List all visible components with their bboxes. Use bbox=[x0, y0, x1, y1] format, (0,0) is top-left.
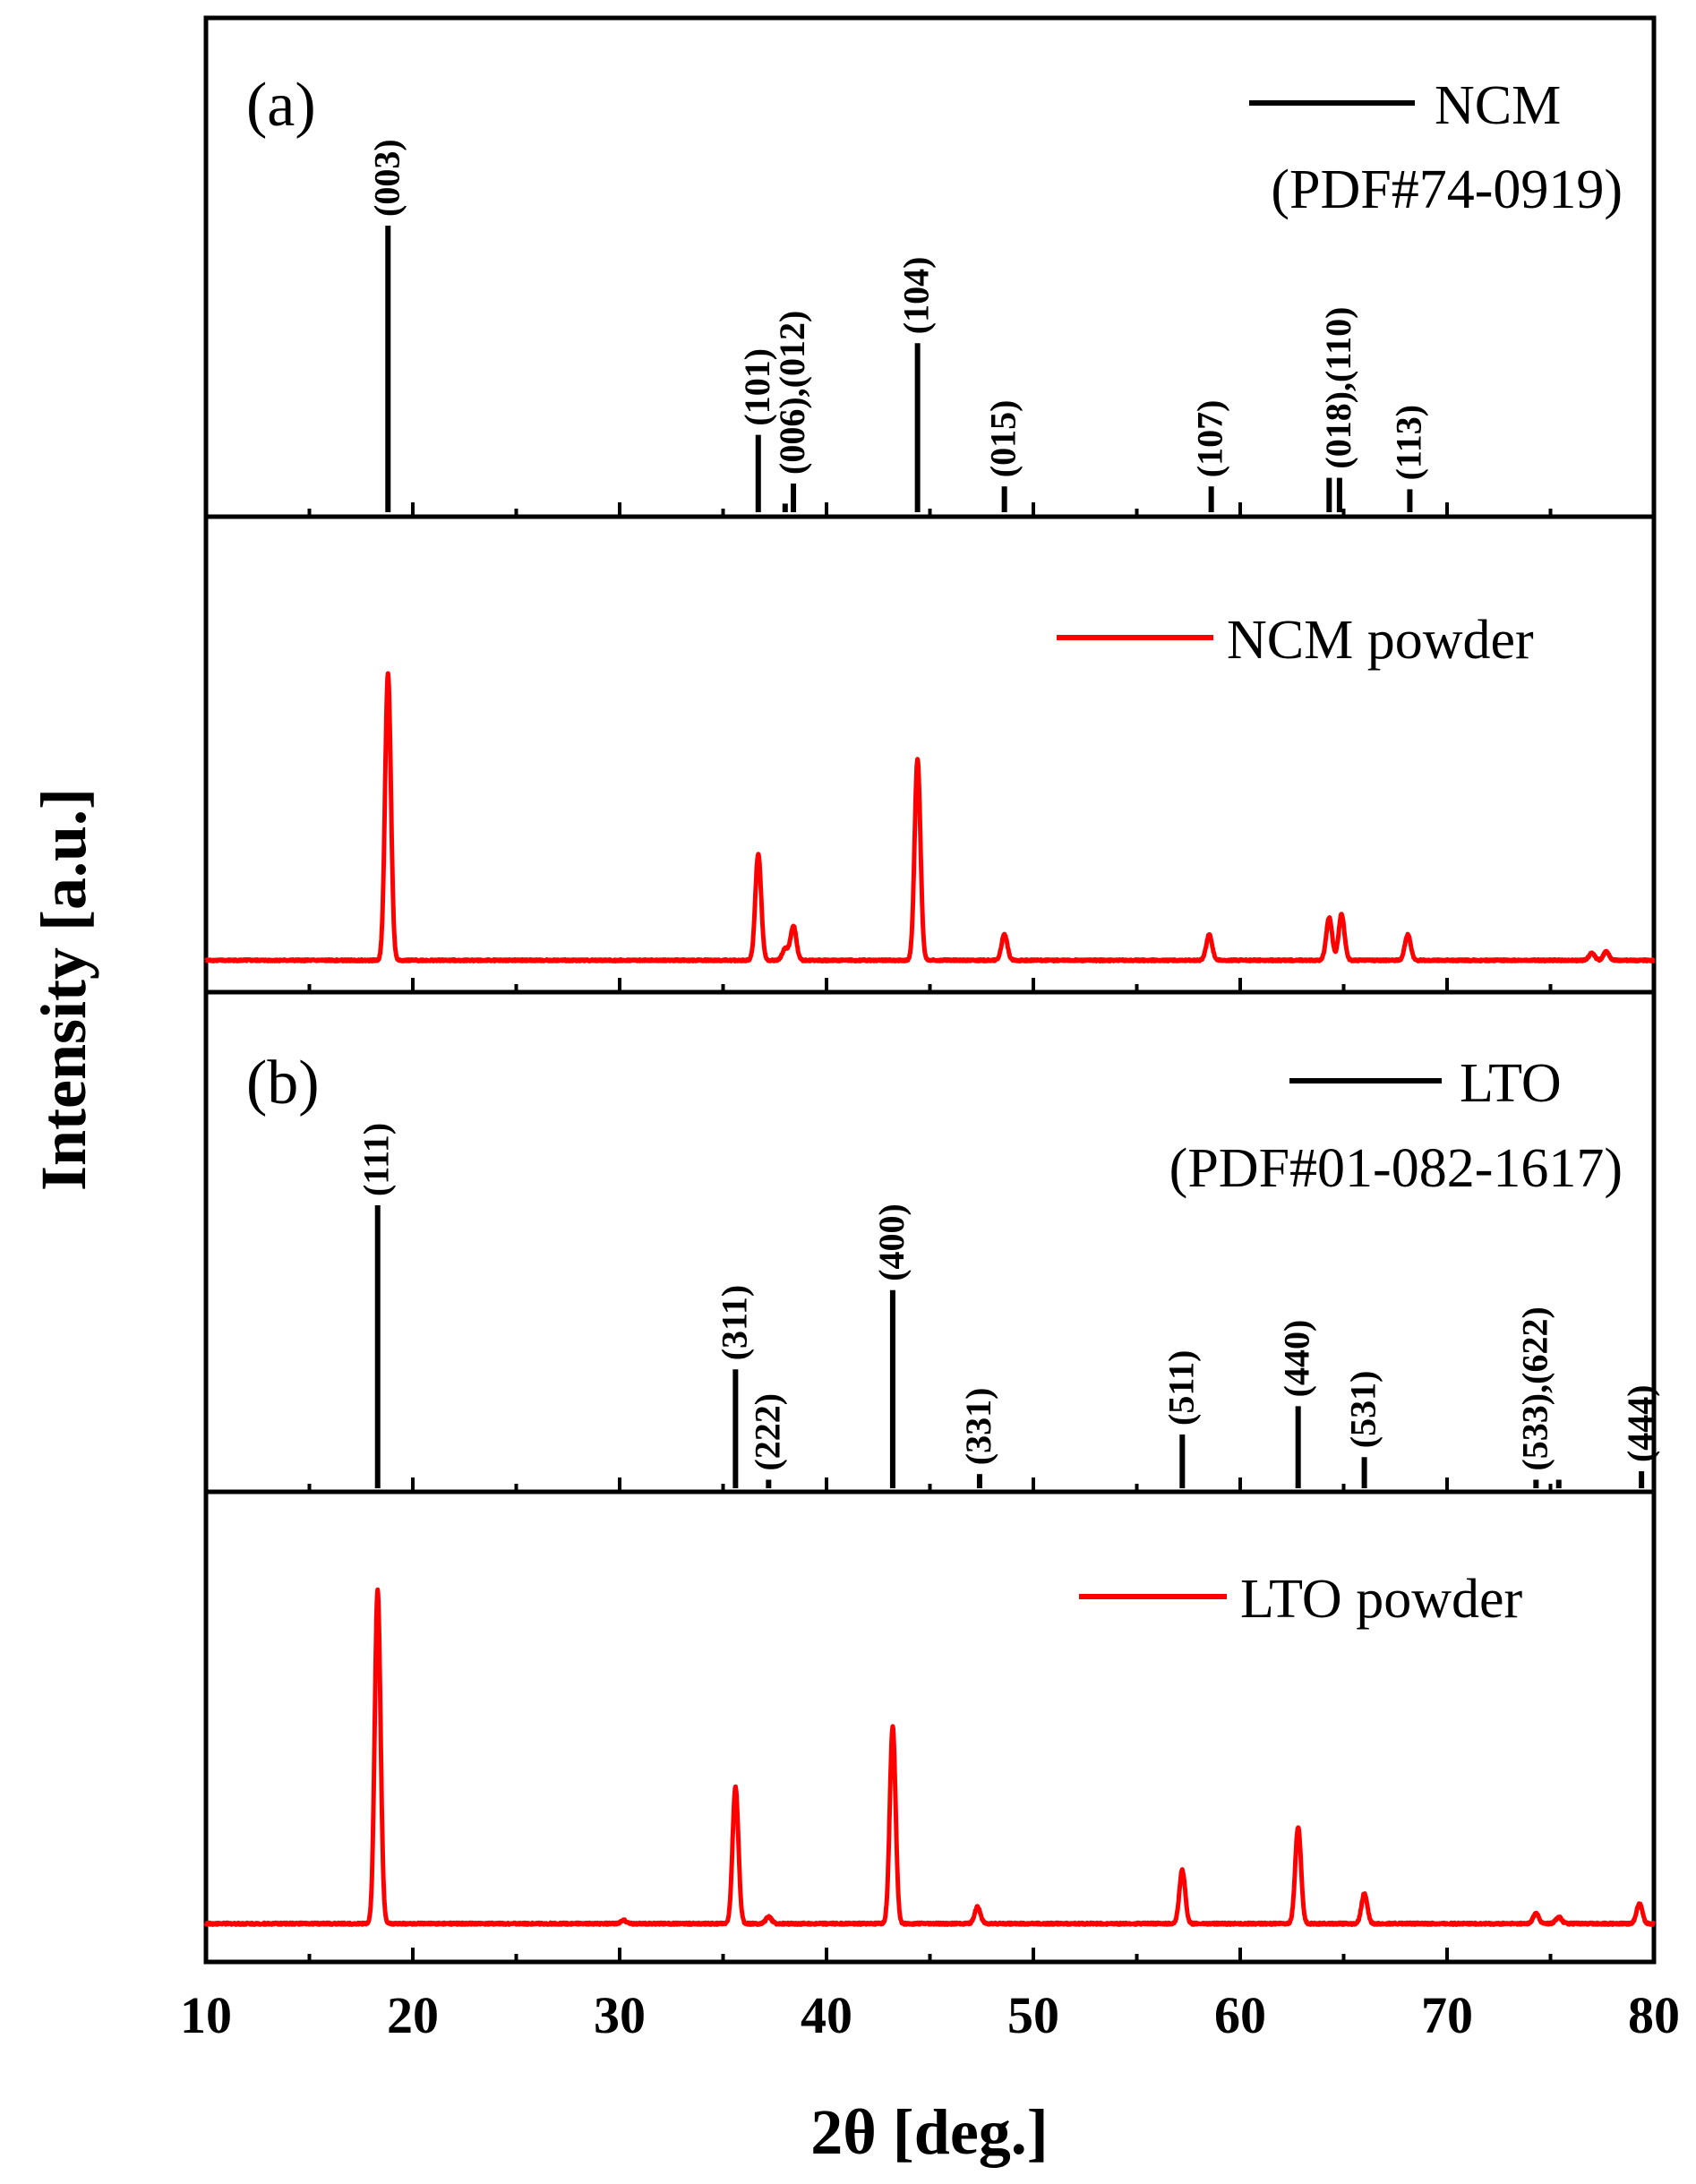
ncm-reference-sticks: (003) (101)(006),(012) (104) (015) (107) (018… bbox=[366, 139, 1428, 512]
miller-index-label: (113) bbox=[1388, 405, 1428, 480]
miller-index-label: (104) bbox=[896, 257, 937, 335]
x-tick-label: 20 bbox=[387, 1986, 439, 2044]
legend-ncm-label: NCM bbox=[1435, 75, 1561, 136]
miller-index-label: (311) bbox=[714, 1285, 754, 1360]
x-axis-label: 2θ [deg.] bbox=[810, 2096, 1049, 2168]
panel-a-title: (a) bbox=[246, 71, 316, 140]
miller-index-label: (440) bbox=[1277, 1320, 1317, 1398]
miller-index-label: (003) bbox=[366, 139, 407, 217]
legend-ncm-pdf: (PDF#74-0919) bbox=[1271, 159, 1623, 220]
x-tick-label: 50 bbox=[1007, 1986, 1059, 2044]
x-tick-labels: 10 20 30 40 50 60 70 80 bbox=[180, 1986, 1680, 2044]
miller-index-label: (533),(622) bbox=[1514, 1306, 1555, 1470]
miller-index-label: (331) bbox=[958, 1388, 998, 1466]
miller-index-label: (107) bbox=[1190, 400, 1230, 478]
y-axis-label: Intensity [a.u.] bbox=[28, 788, 99, 1191]
x-tick-label: 40 bbox=[801, 1986, 852, 2044]
legend-ncm-powder-label: NCM powder bbox=[1227, 610, 1534, 671]
lto-powder-line bbox=[203, 1587, 1657, 1927]
lto-reference-sticks: (111) (311) (222) (400) (331) (511) (440) (531)… bbox=[356, 1123, 1660, 1488]
x-tick-label: 80 bbox=[1628, 1986, 1680, 2044]
miller-index-label: (511) bbox=[1161, 1350, 1201, 1426]
miller-index-label: (015) bbox=[983, 400, 1024, 478]
miller-index-label: (101) bbox=[737, 348, 777, 426]
miller-index-label: (006),(012) bbox=[772, 311, 812, 475]
x-tick-label: 60 bbox=[1214, 1986, 1266, 2044]
legend-lto-label: LTO bbox=[1460, 1053, 1562, 1114]
legend-lto-powder-label: LTO powder bbox=[1240, 1569, 1523, 1630]
x-tick-label: 10 bbox=[180, 1986, 232, 2044]
panel-b-title: (b) bbox=[246, 1049, 320, 1118]
miller-index-label: (444) bbox=[1620, 1384, 1660, 1462]
miller-index-label: (018),(110) bbox=[1318, 307, 1358, 469]
legend-lto-pdf: (PDF#01-082-1617) bbox=[1169, 1138, 1623, 1199]
ncm-powder-line bbox=[204, 671, 1656, 964]
miller-index-label: (222) bbox=[747, 1393, 787, 1471]
x-tick-label: 70 bbox=[1421, 1986, 1473, 2044]
miller-index-label: (400) bbox=[871, 1203, 912, 1281]
x-tick-label: 30 bbox=[594, 1986, 646, 2044]
miller-index-label: (111) bbox=[356, 1123, 397, 1196]
x-ticks bbox=[204, 502, 1656, 1962]
miller-index-label: (531) bbox=[1343, 1371, 1383, 1449]
